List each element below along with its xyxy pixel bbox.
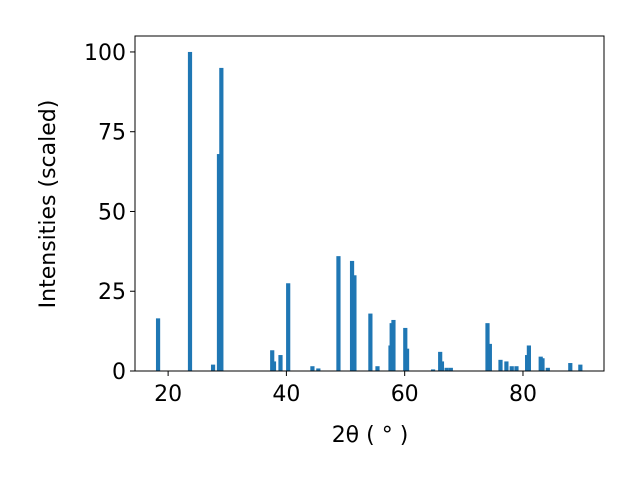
bar <box>270 350 275 371</box>
bar <box>210 364 216 371</box>
bar <box>578 364 583 371</box>
bar <box>219 67 224 372</box>
bar <box>430 369 436 371</box>
bar <box>545 367 550 371</box>
x-tick-label: 40 <box>272 382 300 407</box>
bar <box>504 361 509 371</box>
bar <box>526 345 531 371</box>
y-tick-label: 50 <box>98 200 126 225</box>
bar <box>391 319 396 371</box>
bar <box>271 361 277 371</box>
x-tick-label: 20 <box>154 382 182 407</box>
bar <box>404 348 410 371</box>
bar <box>509 366 514 371</box>
bar <box>216 154 222 371</box>
bar <box>514 366 519 371</box>
bar <box>540 358 545 371</box>
bar <box>187 51 193 371</box>
bar <box>278 355 283 371</box>
x-tick-label: 80 <box>509 382 537 407</box>
bar <box>498 359 503 371</box>
y-tick-label: 75 <box>98 121 126 146</box>
bar <box>155 318 161 371</box>
bar <box>286 283 291 371</box>
bar <box>368 313 373 371</box>
y-tick-label: 25 <box>98 280 126 305</box>
bar <box>336 256 341 371</box>
bar <box>485 323 490 371</box>
bar <box>316 368 321 371</box>
plot-frame <box>134 35 605 372</box>
bar <box>375 366 380 371</box>
y-tick-label: 0 <box>112 360 126 385</box>
bar <box>487 343 492 371</box>
x-tick-label: 60 <box>391 382 419 407</box>
bar <box>349 260 355 371</box>
bar <box>439 361 445 371</box>
bar <box>352 275 357 371</box>
bar <box>444 367 449 371</box>
bar <box>310 366 315 371</box>
y-tick-label: 100 <box>84 41 126 66</box>
y-axis-label: Intensities (scaled) <box>36 100 61 309</box>
bar <box>568 363 573 371</box>
bar <box>448 367 453 371</box>
x-axis-label: 2θ ( ° ) <box>332 423 409 448</box>
